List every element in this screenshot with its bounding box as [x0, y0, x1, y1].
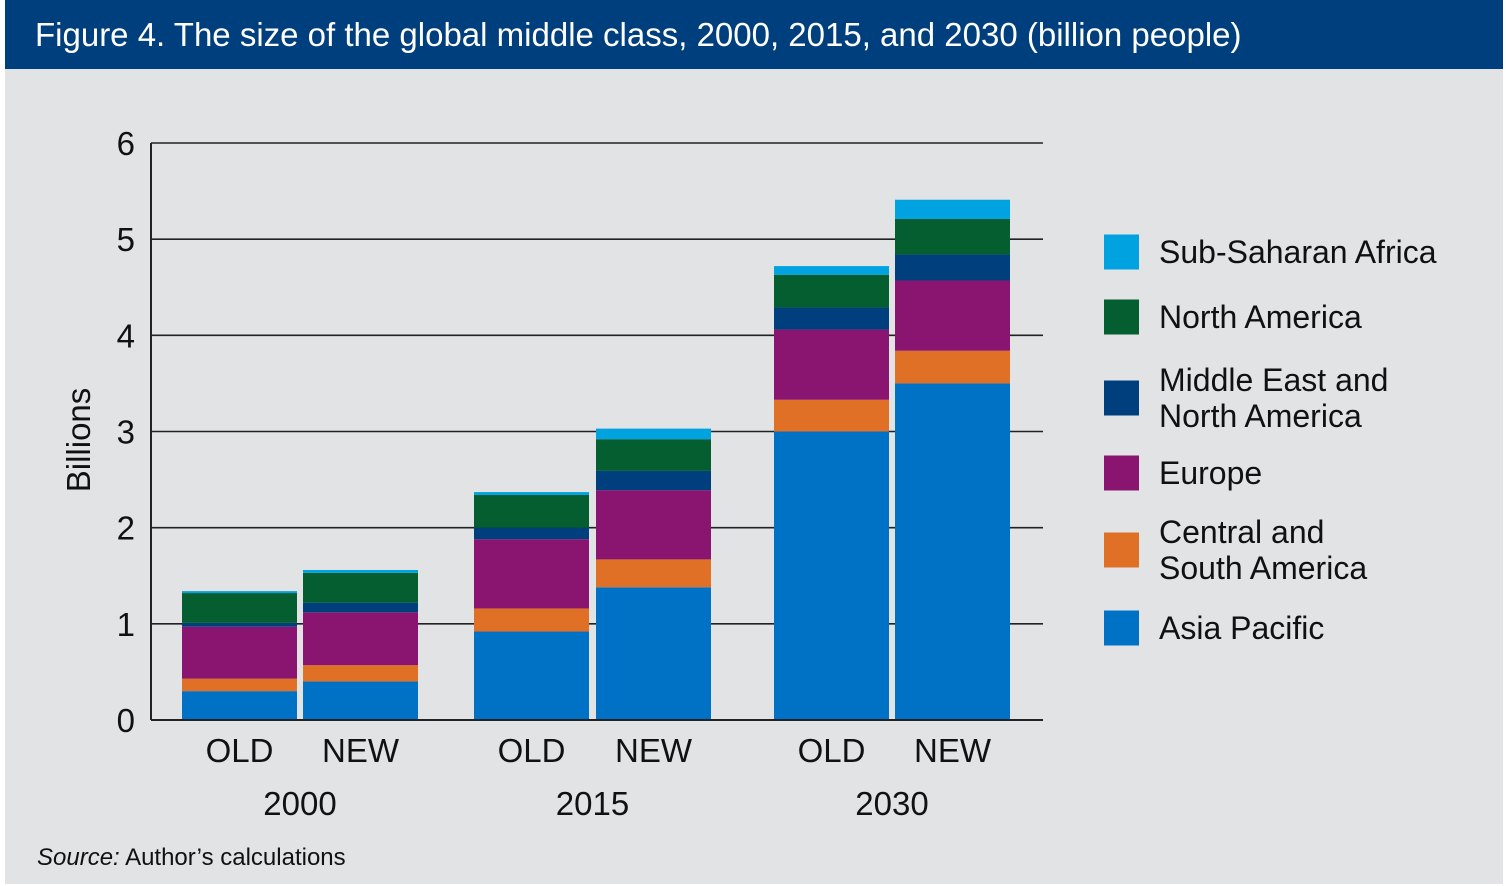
bar-segment [596, 559, 711, 588]
source-note: Source: Author’s calculations [37, 844, 346, 872]
bar-segment [895, 350, 1010, 384]
bar-segment [182, 626, 297, 679]
legend-swatch [1104, 380, 1139, 416]
bar-segment [774, 307, 889, 330]
bar-stacks [182, 199, 1010, 720]
legend-label: Asia Pacific [1159, 610, 1324, 646]
bar-segment [596, 587, 711, 720]
title-bar: Figure 4. The size of the global middle … [5, 0, 1503, 69]
y-axis-label: Billions [60, 388, 97, 493]
bar-segment [774, 274, 889, 308]
legend-swatch [1104, 610, 1139, 646]
legend-swatch [1104, 234, 1139, 270]
bar-segment [774, 399, 889, 432]
bar-segment [774, 266, 889, 275]
y-tick-label: 3 [117, 414, 135, 451]
figure-panel: Figure 4. The size of the global middle … [5, 0, 1503, 884]
group-label: 2000 [263, 785, 336, 822]
group-label: 2015 [556, 785, 629, 822]
bar-segment [303, 569, 418, 573]
legend-swatch [1104, 299, 1139, 335]
y-tick-label: 0 [117, 702, 135, 739]
y-tick-label: 2 [117, 510, 135, 547]
bar-segment [895, 383, 1010, 720]
legend-label: South America [1159, 550, 1367, 586]
bar-segment [774, 329, 889, 400]
bar-label: NEW [615, 732, 693, 769]
bar-segment [474, 492, 589, 495]
bar-segment [596, 428, 711, 440]
bar-segment [474, 539, 589, 609]
bar-segment [303, 681, 418, 720]
bar-segment [895, 280, 1010, 351]
bar-segment [596, 439, 711, 471]
bar-label: OLD [206, 732, 274, 769]
y-tick-labels: 0 1 2 3 4 5 6 [117, 125, 135, 739]
bar-label: OLD [798, 732, 866, 769]
y-tick-label: 5 [117, 221, 135, 258]
bar-label: OLD [498, 732, 566, 769]
bar-segment [182, 591, 297, 594]
bar-segment [303, 602, 418, 613]
legend-label: Europe [1159, 455, 1262, 491]
bar-segment [474, 608, 589, 632]
legend-label: Sub-Saharan Africa [1159, 234, 1437, 270]
bar-segment [895, 254, 1010, 281]
legend-label: Central and [1159, 514, 1324, 550]
legend-label: North America [1159, 398, 1362, 434]
bar-segment [895, 199, 1010, 219]
bar-segment [182, 678, 297, 692]
legend-label: Middle East and [1159, 362, 1388, 398]
bar-segment [474, 494, 589, 528]
bar-label: NEW [914, 732, 992, 769]
bar-segment [474, 631, 589, 720]
x-tick-labels: OLD NEW 2000 OLD NEW 2015 OLD NEW 2030 [206, 732, 992, 822]
bar-label: NEW [322, 732, 400, 769]
bar-segment [596, 470, 711, 491]
stacked-bar-chart: 0 1 2 3 4 5 6 OLD NEW 2000 OLD NEW 2015 OLD NEW 2030 B… [60, 125, 1437, 822]
bar-segment [182, 622, 297, 627]
legend-label: North America [1159, 299, 1362, 335]
source-label: Source: [37, 844, 120, 871]
bar-segment [474, 527, 589, 540]
y-tick-label: 1 [117, 606, 135, 643]
chart-title: Figure 4. The size of the global middle … [35, 16, 1242, 53]
y-tick-label: 6 [117, 125, 135, 162]
bar-segment [774, 431, 889, 720]
y-tick-label: 4 [117, 317, 135, 354]
bar-segment [303, 612, 418, 666]
bar-segment [895, 218, 1010, 255]
axes [150, 143, 1043, 721]
bar-segment [596, 490, 711, 560]
legend-swatch [1104, 532, 1139, 568]
group-label: 2030 [855, 785, 928, 822]
legend-swatch [1104, 455, 1139, 491]
bar-segment [303, 665, 418, 682]
bar-segment [182, 691, 297, 720]
bar-segment [182, 593, 297, 623]
source-text: Author’s calculations [119, 844, 346, 871]
bar-segment [303, 572, 418, 603]
